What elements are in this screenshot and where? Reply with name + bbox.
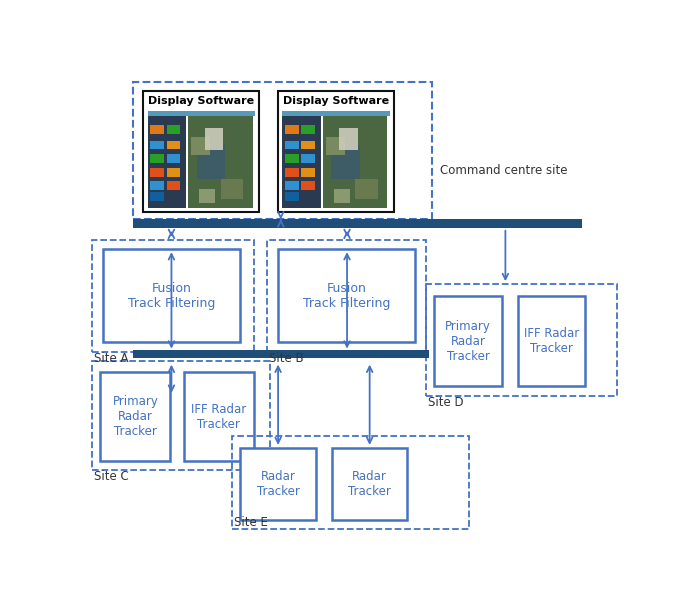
Bar xyxy=(167,181,180,190)
Bar xyxy=(150,141,164,149)
Bar xyxy=(285,181,299,190)
Bar xyxy=(339,128,358,150)
Bar xyxy=(285,125,299,134)
Bar xyxy=(92,240,254,352)
Bar xyxy=(150,154,164,163)
Bar xyxy=(285,141,299,149)
Bar xyxy=(285,192,299,201)
Text: Site C: Site C xyxy=(95,470,129,483)
Text: IFF Radar
Tracker: IFF Radar Tracker xyxy=(191,403,247,431)
Bar xyxy=(240,448,316,520)
Bar xyxy=(323,116,387,208)
Bar xyxy=(167,125,180,134)
Bar xyxy=(282,111,390,116)
Bar xyxy=(150,192,164,201)
Bar xyxy=(100,373,170,461)
Bar xyxy=(150,181,164,190)
Bar xyxy=(150,125,164,134)
Bar xyxy=(518,296,585,387)
Bar xyxy=(278,249,416,342)
Text: Primary
Radar
Tracker: Primary Radar Tracker xyxy=(113,395,158,438)
Bar xyxy=(332,145,360,179)
Bar xyxy=(302,141,315,149)
Bar xyxy=(302,154,315,163)
Bar xyxy=(302,125,315,134)
Bar xyxy=(133,350,429,358)
Text: Display Software: Display Software xyxy=(148,96,254,106)
Bar xyxy=(148,116,186,208)
Bar xyxy=(133,82,432,219)
Bar xyxy=(183,373,254,461)
Bar xyxy=(278,91,394,212)
Bar xyxy=(188,116,253,208)
Bar xyxy=(167,154,180,163)
Bar xyxy=(426,284,617,396)
Bar xyxy=(285,168,299,176)
Text: Radar
Tracker: Radar Tracker xyxy=(348,470,391,498)
Bar xyxy=(232,436,469,529)
Bar xyxy=(197,145,225,179)
Bar xyxy=(143,91,259,212)
Bar xyxy=(148,111,255,116)
Text: Primary
Radar
Tracker: Primary Radar Tracker xyxy=(445,320,491,362)
Bar xyxy=(268,240,426,352)
Text: Site D: Site D xyxy=(428,396,464,409)
Text: Fusion
Track Filtering: Fusion Track Filtering xyxy=(303,281,390,310)
Text: Radar
Tracker: Radar Tracker xyxy=(256,470,300,498)
Bar xyxy=(302,168,315,176)
Bar xyxy=(103,249,240,342)
Text: Fusion
Track Filtering: Fusion Track Filtering xyxy=(128,281,215,310)
Bar xyxy=(434,296,502,387)
Bar xyxy=(92,361,270,470)
Bar xyxy=(133,219,582,228)
Bar xyxy=(167,141,180,149)
Bar xyxy=(326,137,345,155)
Bar xyxy=(334,189,350,204)
Bar xyxy=(199,189,215,204)
Text: IFF Radar
Tracker: IFF Radar Tracker xyxy=(524,327,579,355)
Bar xyxy=(204,128,224,150)
Bar xyxy=(355,179,378,199)
Bar xyxy=(167,168,180,176)
Text: Display Software: Display Software xyxy=(283,96,389,106)
Bar xyxy=(302,181,315,190)
Text: Site E: Site E xyxy=(234,516,268,529)
Bar xyxy=(191,137,211,155)
Text: Site A: Site A xyxy=(95,352,129,365)
Bar xyxy=(282,116,321,208)
Bar xyxy=(150,168,164,176)
Bar xyxy=(220,179,243,199)
Text: Site B: Site B xyxy=(269,352,304,365)
Bar xyxy=(285,154,299,163)
Bar xyxy=(332,448,407,520)
Text: Command centre site: Command centre site xyxy=(440,164,567,176)
